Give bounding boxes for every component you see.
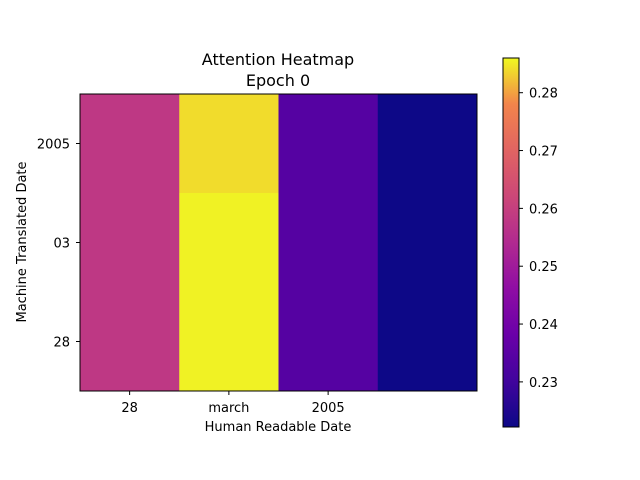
heatmap-cell: [377, 292, 478, 392]
heatmap-cell: [278, 94, 379, 194]
y-axis-ticks: 2005 03 28: [37, 138, 80, 351]
y-axis-label: Machine Translated Date: [15, 161, 30, 322]
colorbar-gradient: [503, 58, 519, 427]
heatmap-cell: [179, 94, 279, 194]
heatmap-cells: [80, 94, 478, 392]
heatmap-cell: [179, 292, 279, 392]
colorbar-frame: [502, 57, 520, 428]
heatmap-cell: [278, 193, 379, 293]
x-tick-label: 2005: [312, 401, 345, 416]
heatmap-cell: [80, 292, 180, 392]
colorbar-ticks: 0.23 0.24 0.25 0.26 0.27 0.28: [519, 87, 558, 391]
x-axis-label: Human Readable Date: [205, 420, 352, 435]
y-tick-label: 2005: [37, 138, 70, 153]
heatmap-cell: [80, 94, 180, 194]
heatmap-cell: [278, 292, 379, 392]
x-axis-ticks: 28 march 2005: [121, 391, 345, 416]
colorbar-tick-label: 0.28: [529, 87, 558, 102]
heatmap-cell: [179, 193, 279, 293]
colorbar-tick-label: 0.27: [529, 145, 558, 160]
chart-title-line-1: Attention Heatmap: [202, 50, 354, 69]
heatmap-cell: [80, 193, 180, 293]
colorbar-tick-label: 0.23: [529, 376, 558, 391]
y-tick-label: 03: [53, 237, 70, 252]
colorbar-tick-label: 0.26: [529, 202, 558, 217]
chart-title-line-2: Epoch 0: [246, 71, 310, 90]
colorbar-tick-label: 0.24: [529, 318, 558, 333]
y-tick-label: 28: [53, 336, 70, 351]
colorbar-tick-label: 0.25: [529, 260, 558, 275]
heatmap-cell: [377, 94, 478, 194]
heatmap-cell: [377, 193, 478, 293]
x-tick-label: 28: [121, 401, 138, 416]
x-tick-label: march: [208, 401, 249, 416]
